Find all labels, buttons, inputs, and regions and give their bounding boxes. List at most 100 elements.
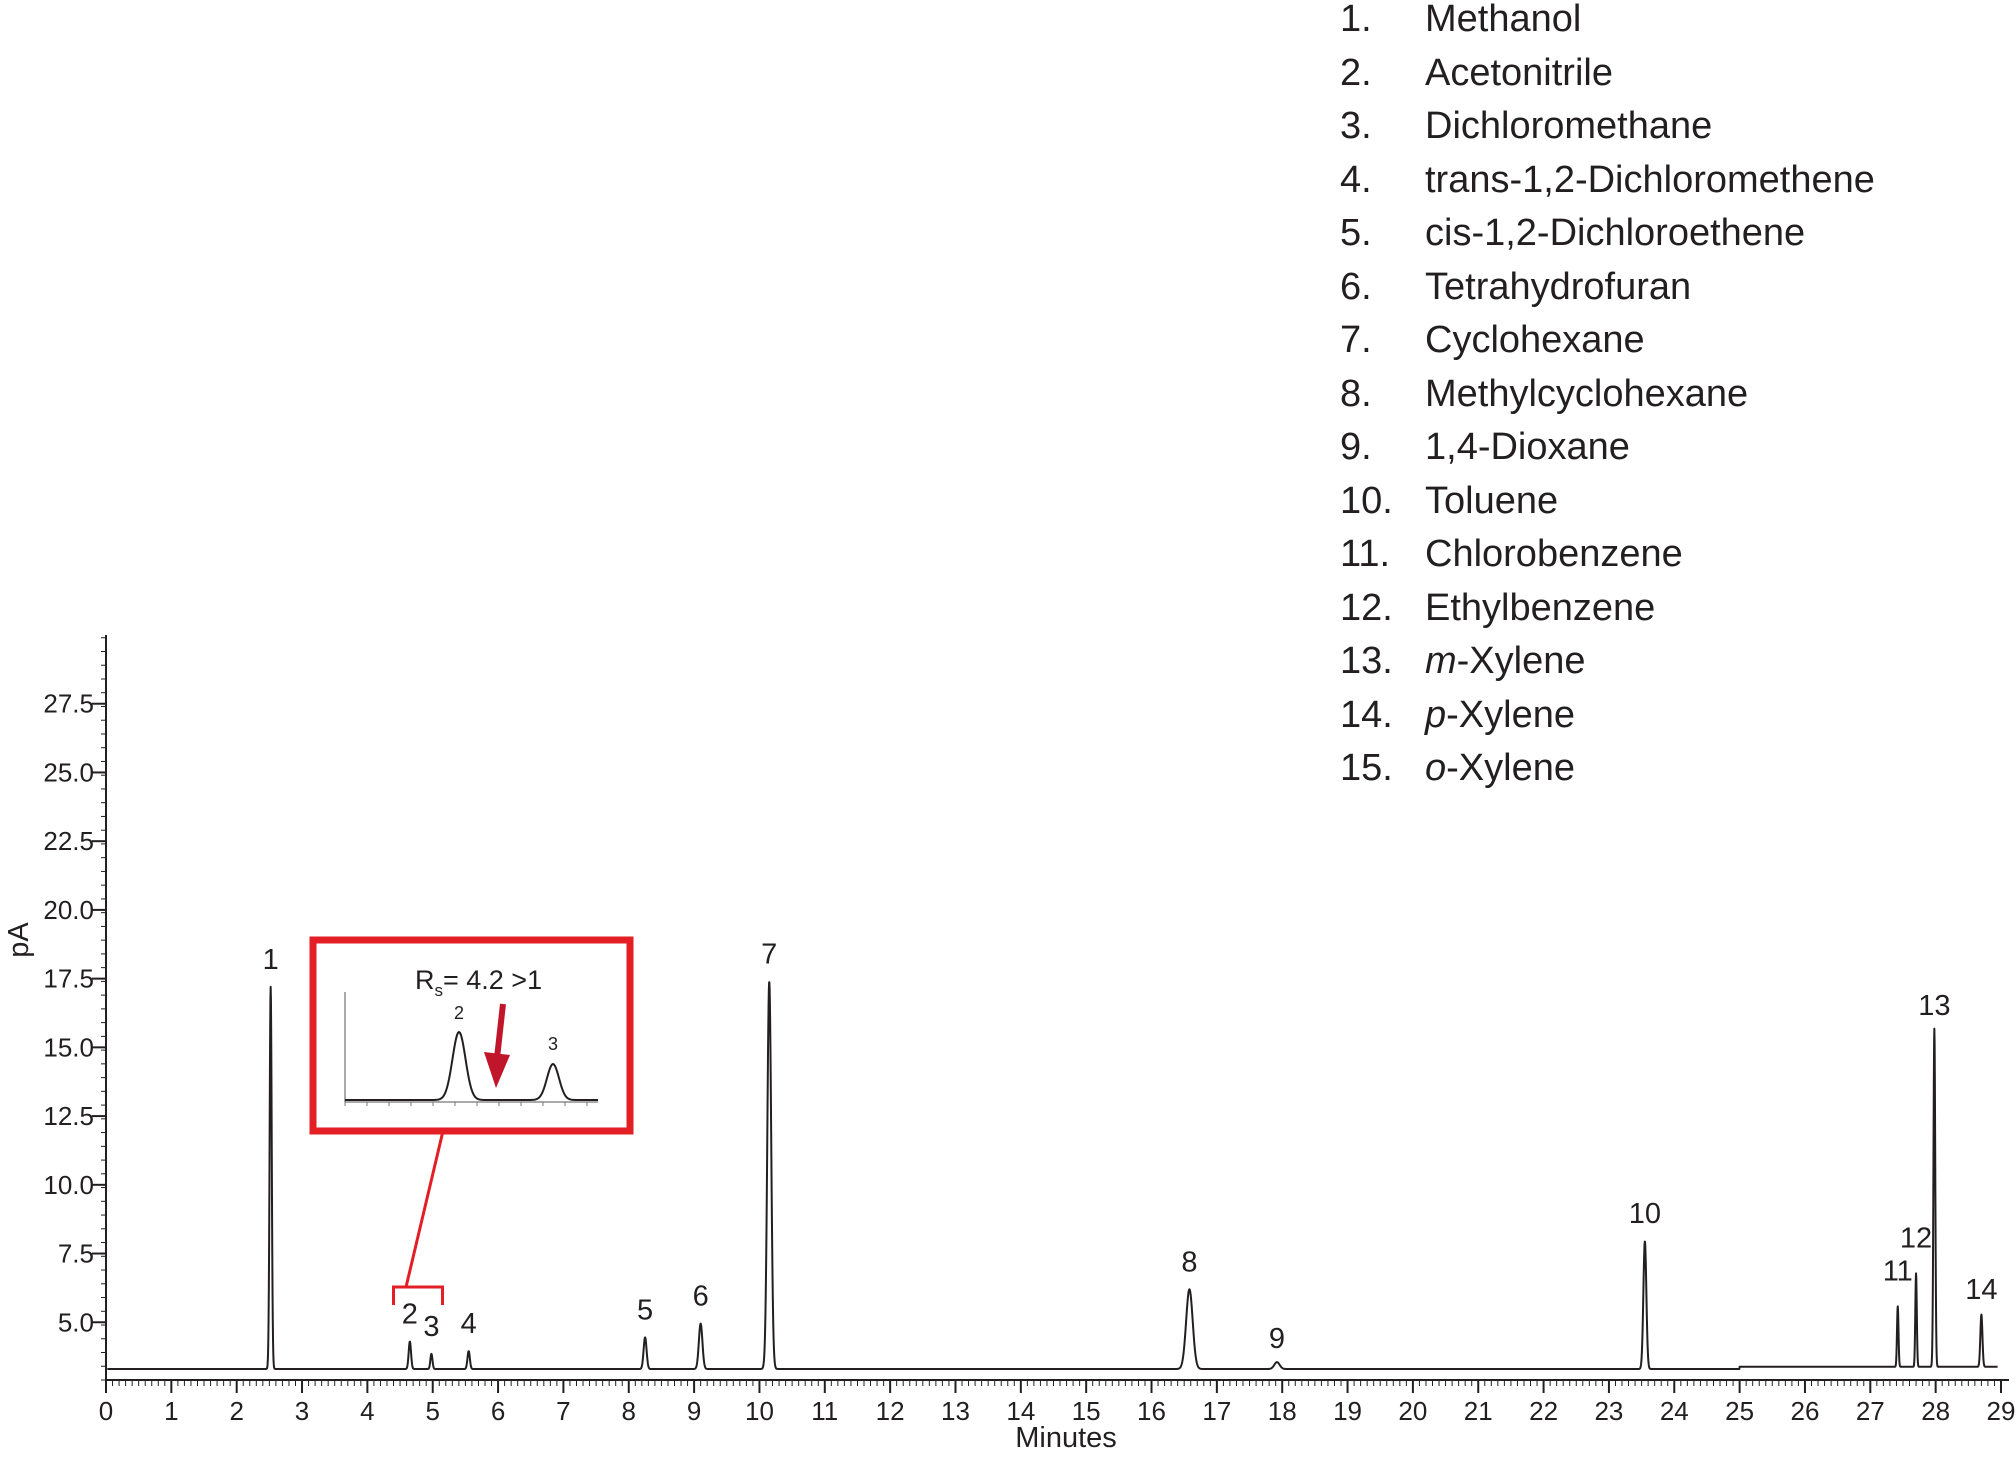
x-tick-label: 23 — [1594, 1396, 1623, 1426]
peak-label-10: 10 — [1629, 1198, 1661, 1230]
legend-item: 2. Acetonitrile — [1340, 54, 2000, 108]
resolution-arrow-head — [484, 1052, 510, 1088]
peak-label-5: 5 — [637, 1294, 653, 1326]
legend-item: 14. p-Xylene — [1340, 696, 2000, 750]
legend-compound-name: Ethylbenzene — [1425, 586, 1656, 629]
legend-compound-name: Acetonitrile — [1425, 51, 1613, 94]
x-tick-label: 29 — [1987, 1396, 2016, 1426]
zoom-bracket — [392, 1285, 445, 1305]
legend-number: 12. — [1340, 586, 1393, 629]
x-tick-label: 0 — [99, 1396, 113, 1426]
x-tick-label: 14 — [1006, 1396, 1035, 1426]
legend-compound-prefix: p — [1425, 693, 1447, 736]
x-tick-label: 12 — [876, 1396, 905, 1426]
legend-item: 12. Ethylbenzene — [1340, 589, 2000, 643]
peak-label-6: 6 — [693, 1281, 709, 1313]
x-tick-label: 4 — [360, 1396, 374, 1426]
y-tick-label: 25.0 — [43, 757, 94, 787]
x-tick-label: 15 — [1072, 1396, 1101, 1426]
x-tick-label: 17 — [1202, 1396, 1231, 1426]
x-tick-label: 6 — [491, 1396, 505, 1426]
x-tick-label: 10 — [745, 1396, 774, 1426]
x-tick-label: 7 — [556, 1396, 570, 1426]
legend-number: 3. — [1340, 105, 1372, 147]
legend-item: 13. m-Xylene — [1340, 642, 2000, 696]
x-tick-label: 22 — [1529, 1396, 1558, 1426]
x-tick-label: 13 — [941, 1396, 970, 1426]
x-tick-label: 20 — [1398, 1396, 1427, 1426]
legend-item: 10. Toluene — [1340, 482, 2000, 536]
zoom-connector-line — [404, 1130, 445, 1288]
y-tick-label: 12.5 — [43, 1101, 94, 1131]
x-tick-label: 18 — [1268, 1396, 1297, 1426]
legend-item: 7. Cyclohexane — [1340, 321, 2000, 375]
y-tick-label: 7.5 — [58, 1239, 94, 1269]
legend-item: 5. cis-1,2-Dichloroethene — [1340, 214, 2000, 268]
x-tick-label: 9 — [687, 1396, 701, 1426]
legend-compound-name: o-Xylene — [1425, 747, 1575, 789]
legend-compound-prefix: o — [1425, 747, 1447, 789]
legend-compound-name: Cyclohexane — [1425, 319, 1645, 361]
x-tick-label: 19 — [1333, 1396, 1362, 1426]
x-tick-label: 1 — [164, 1396, 178, 1426]
legend-number: 2. — [1340, 51, 1372, 94]
legend-number: 4. — [1340, 158, 1372, 201]
legend-compound-name: trans-1,2-Dichloromethene — [1425, 158, 1875, 201]
inset-peak-label-2: 2 — [454, 1003, 464, 1023]
legend-compound-name: Tetrahydrofuran — [1425, 265, 1692, 308]
legend-number: 6. — [1340, 265, 1372, 308]
legend-compound-prefix: m — [1425, 640, 1457, 682]
legend-number: 15. — [1340, 747, 1393, 789]
x-tick-label: 27 — [1856, 1396, 1885, 1426]
resolution-inset: 2 3 Rs= 4.2 >1 — [309, 936, 634, 1305]
legend-number: 14. — [1340, 693, 1393, 736]
legend-compound-name: m-Xylene — [1425, 640, 1586, 682]
y-tick-label: 10.0 — [43, 1170, 94, 1200]
y-tick-label: 5.0 — [58, 1307, 94, 1337]
x-tick-label: 21 — [1464, 1396, 1493, 1426]
legend-compound-name: Toluene — [1425, 479, 1559, 522]
peak-label-4: 4 — [461, 1308, 477, 1340]
legend-number: 1. — [1340, 0, 1372, 40]
legend-number: 13. — [1340, 640, 1393, 682]
compound-legend: 1. Methanol 2. Acetonitrile 3. Dichloromethan… — [1340, 0, 2000, 803]
peak-label-13: 13 — [1918, 990, 1950, 1022]
x-tick-label: 24 — [1660, 1396, 1689, 1426]
peak-label-11: 11 — [1883, 1256, 1913, 1288]
x-tick-label: 26 — [1791, 1396, 1820, 1426]
legend-compound-name: 1,4-Dioxane — [1425, 426, 1630, 468]
legend-number: 7. — [1340, 319, 1372, 361]
legend-item: 1. Methanol — [1340, 0, 2000, 54]
inset-peak-label-3: 3 — [548, 1034, 558, 1054]
peak-label-12: 12 — [1900, 1223, 1932, 1255]
legend-compound-name: cis-1,2-Dichloroethene — [1425, 212, 1806, 254]
legend-item: 6. Tetrahydrofuran — [1340, 268, 2000, 322]
legend-item: 4. trans-1,2-Dichloromethene — [1340, 161, 2000, 215]
inset-trace — [345, 1030, 598, 1101]
peak-label-8: 8 — [1181, 1246, 1197, 1278]
x-tick-label: 8 — [622, 1396, 636, 1426]
x-axis-title: Minutes — [1015, 1422, 1117, 1454]
y-axis-title: pA — [3, 922, 35, 958]
legend-number: 10. — [1340, 479, 1393, 522]
peak-label-3: 3 — [423, 1311, 439, 1343]
x-tick-label: 2 — [229, 1396, 243, 1426]
peak-label-7: 7 — [761, 938, 777, 970]
legend-number: 11. — [1340, 533, 1391, 575]
legend-number: 5. — [1340, 212, 1372, 254]
y-tick-label: 20.0 — [43, 895, 94, 925]
x-tick-label: 16 — [1137, 1396, 1166, 1426]
legend-item: 3. Dichloromethane — [1340, 107, 2000, 161]
trace-line — [106, 981, 1999, 1370]
legend-item: 15. o-Xylene — [1340, 749, 2000, 803]
legend-item: 9. 1,4-Dioxane — [1340, 428, 2000, 482]
y-tick-label: 17.5 — [43, 964, 94, 994]
x-tick-label: 28 — [1921, 1396, 1950, 1426]
x-tick-label: 25 — [1725, 1396, 1754, 1426]
legend-compound-name: Methylcyclohexane — [1425, 372, 1749, 415]
resolution-annotation: Rs= 4.2 >1 — [415, 965, 542, 1000]
y-tick-label: 15.0 — [43, 1032, 94, 1062]
peak-label-9: 9 — [1269, 1323, 1285, 1355]
